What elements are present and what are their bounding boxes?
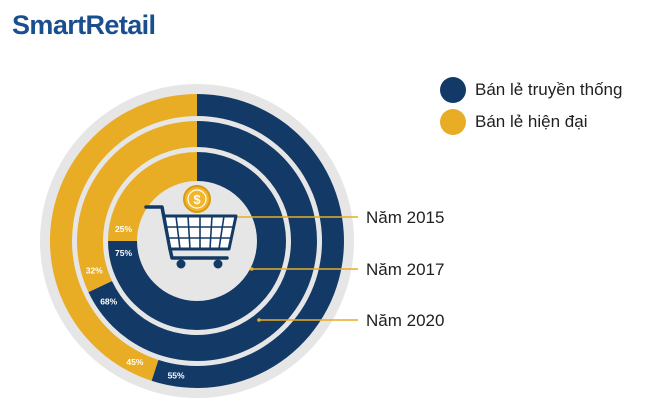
data-label-modern: 32% <box>86 266 103 276</box>
year-label: Năm 2015 <box>366 208 444 227</box>
legend-item-modern: Bán lẻ hiện đại <box>440 109 587 135</box>
legend-swatch-modern <box>440 109 466 135</box>
rings-group: 75% 25% 68% 32% 55% 45% <box>49 93 344 388</box>
data-label-traditional: 68% <box>100 296 117 306</box>
legend-label-traditional: Bán lẻ truyền thống <box>475 80 623 99</box>
legend-label-modern: Bán lẻ hiện đại <box>475 112 588 131</box>
data-label-traditional: 75% <box>115 248 132 258</box>
dollar-coin-icon: $ <box>183 185 211 213</box>
ring-segment-modern <box>108 152 197 241</box>
year-label: Năm 2020 <box>366 311 444 330</box>
ring-segment-modern <box>77 121 197 293</box>
year-label: Năm 2017 <box>366 260 444 279</box>
ring-segment-modern <box>49 93 197 381</box>
legend-swatch-traditional <box>440 77 466 103</box>
data-label-traditional: 55% <box>168 370 185 380</box>
data-label-modern: 45% <box>126 357 143 367</box>
svg-text:$: $ <box>193 192 201 207</box>
legend-item-traditional: Bán lẻ truyền thống <box>440 77 622 103</box>
smartretail-logo: SmartRetail <box>12 10 156 40</box>
year-connector-dot <box>257 318 261 322</box>
shopping-cart-icon <box>144 205 238 269</box>
data-label-modern: 25% <box>115 224 132 234</box>
year-connector-dot <box>249 267 254 271</box>
ring-segment-traditional <box>108 152 286 330</box>
